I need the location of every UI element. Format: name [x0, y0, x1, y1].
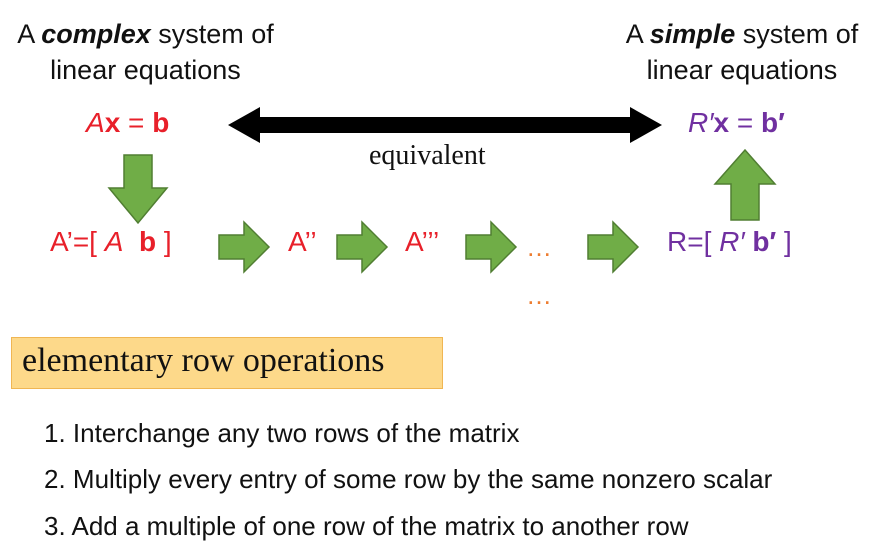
double-arrow-icon: [228, 107, 662, 143]
simple-equation: R′x = b′: [688, 107, 785, 139]
caption-emphasis: simple: [649, 19, 736, 49]
matrix-symbol: R′: [719, 226, 745, 257]
vector-symbol: b: [152, 107, 170, 138]
matrix-symbol: A: [104, 226, 124, 257]
caption-text: linear equations: [646, 55, 838, 85]
augmented-matrix: A’=[ A b ]: [50, 226, 172, 258]
bracket-text: ]: [776, 226, 792, 257]
caption-emphasis: complex: [41, 19, 151, 49]
matrix-symbol: A: [86, 107, 105, 138]
caption-text: A: [17, 19, 42, 49]
caption-text: system of: [735, 19, 859, 49]
equals-sign: =: [120, 107, 153, 138]
matrix-a-double-prime: A’’: [288, 226, 317, 257]
vector-symbol: b′: [752, 226, 777, 257]
right-arrow-icon: [587, 220, 640, 274]
horizontal-ellipsis: …: [526, 232, 554, 262]
matrix-a-triple-prime: A’’’: [405, 226, 440, 257]
equivalent-label: equivalent: [369, 140, 486, 171]
up-arrow-icon: [713, 148, 777, 221]
matrix-symbol: R′: [688, 107, 714, 138]
vector-symbol: x: [104, 107, 121, 138]
caption-text: system of: [150, 19, 274, 49]
down-arrow-icon: [107, 154, 169, 225]
vector-symbol: b′: [760, 107, 785, 138]
reduced-matrix: R=[ R′ b′ ]: [667, 226, 792, 258]
vertical-continuation-ellipsis: …: [526, 280, 554, 310]
rule-3: 3. Add a multiple of one row of the matr…: [44, 511, 689, 541]
operations-box: elementary row operations: [11, 337, 443, 389]
right-arrow-icon: [336, 220, 389, 274]
vector-symbol: b: [138, 226, 157, 257]
vector-symbol: x: [713, 107, 730, 138]
caption-text: A: [625, 19, 650, 49]
rule-2: 2. Multiply every entry of some row by t…: [44, 464, 773, 494]
operations-label: elementary row operations: [22, 342, 385, 379]
bracket-text: ]: [156, 226, 172, 257]
complex-equation: Ax = b: [86, 107, 169, 139]
simple-system-caption: A simple system of linear equations: [614, 16, 870, 88]
bracket-text: R=[: [667, 226, 720, 257]
rule-1: 1. Interchange any two rows of the matri…: [44, 418, 520, 448]
bracket-text: A’=[: [50, 226, 105, 257]
right-arrow-icon: [218, 220, 271, 274]
equals-sign: =: [729, 107, 761, 138]
right-arrow-icon: [465, 220, 518, 274]
caption-text: linear equations: [50, 55, 241, 85]
complex-system-caption: A complex system of linear equations: [8, 16, 283, 88]
